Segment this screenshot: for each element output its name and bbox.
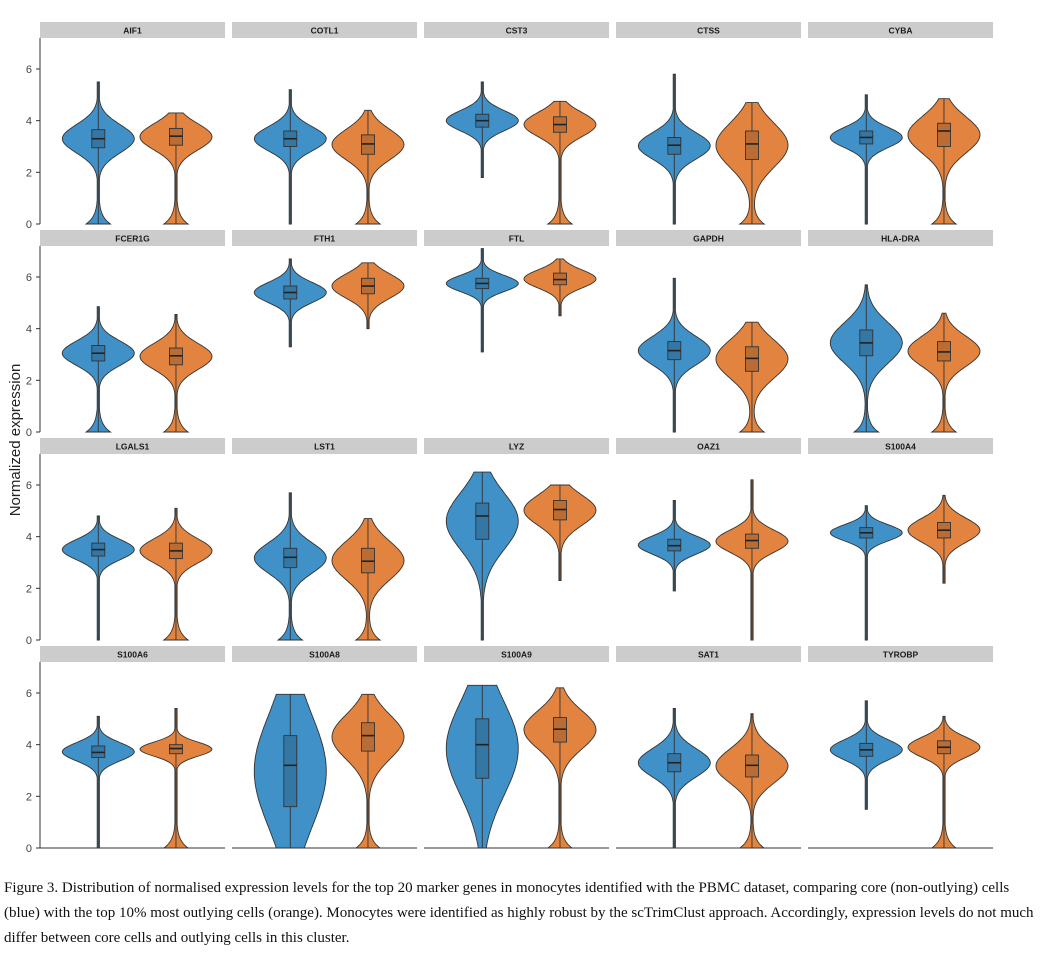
strip-cyba	[808, 22, 993, 38]
strip-label-s100a9: S100A9	[501, 650, 532, 660]
strip-label-cotl1: COTL1	[311, 26, 339, 36]
y-tick-label: 4	[26, 532, 32, 544]
box-outlying-s100a8	[361, 722, 375, 752]
figure-caption: Figure 3. Distribution of normalised exp…	[4, 880, 1034, 946]
strip-cotl1	[232, 22, 417, 38]
box-core-s100a9	[475, 718, 490, 779]
strip-s100a9	[424, 646, 609, 662]
strip-lyz	[424, 438, 609, 454]
strip-label-ftl: FTL	[509, 234, 525, 244]
strip-sat1	[616, 646, 801, 662]
y-tick-label: 0	[26, 635, 32, 647]
y-tick-label: 2	[26, 791, 32, 803]
strip-hla-dra	[808, 230, 993, 246]
y-tick-label: 0	[26, 427, 32, 439]
y-tick-label: 4	[26, 324, 32, 336]
strip-fcer1g	[40, 230, 225, 246]
strip-aif1	[40, 22, 225, 38]
strip-label-fcer1g: FCER1G	[115, 234, 150, 244]
strip-s100a8	[232, 646, 417, 662]
y-tick-label: 6	[26, 688, 32, 700]
strip-label-s100a4: S100A4	[885, 442, 916, 452]
strip-label-lyz: LYZ	[509, 442, 524, 452]
strip-lst1	[232, 438, 417, 454]
strip-label-tyrobp: TYROBP	[883, 650, 919, 660]
y-tick-label: 2	[26, 583, 32, 595]
box-outlying-ctss	[745, 130, 759, 160]
strip-s100a6	[40, 646, 225, 662]
strip-cst3	[424, 22, 609, 38]
strip-fth1	[232, 230, 417, 246]
strip-label-hla-dra: HLA-DRA	[881, 234, 920, 244]
strip-label-cyba: CYBA	[888, 26, 912, 36]
strip-label-cst3: CST3	[506, 26, 528, 36]
strip-tyrobp	[808, 646, 993, 662]
y-tick-label: 6	[26, 64, 32, 76]
strip-ftl	[424, 230, 609, 246]
y-axis-title: Normalized expression	[7, 364, 24, 517]
strip-label-lst1: LST1	[314, 442, 335, 452]
strip-oaz1	[616, 438, 801, 454]
box-core-s100a8	[283, 735, 298, 808]
strip-label-aif1: AIF1	[123, 26, 142, 36]
strip-ctss	[616, 22, 801, 38]
strip-s100a4	[808, 438, 993, 454]
strip-label-s100a6: S100A6	[117, 650, 148, 660]
box-outlying-cyba	[937, 122, 951, 147]
strip-label-fth1: FTH1	[314, 234, 336, 244]
y-tick-label: 6	[26, 480, 32, 492]
strip-gapdh	[616, 230, 801, 246]
y-tick-label: 2	[26, 375, 32, 387]
strip-label-lgals1: LGALS1	[116, 442, 150, 452]
violin-chart: Normalized expression AIF1 0 2 4 6 COTL1 CST3 CT…	[7, 22, 993, 855]
box-core-lyz	[475, 502, 490, 540]
strip-label-s100a8: S100A8	[309, 650, 340, 660]
y-tick-label: 6	[26, 272, 32, 284]
y-tick-label: 4	[26, 116, 32, 128]
strip-label-ctss: CTSS	[697, 26, 720, 36]
y-tick-label: 2	[26, 167, 32, 179]
strip-lgals1	[40, 438, 225, 454]
strip-label-sat1: SAT1	[698, 650, 719, 660]
strip-label-oaz1: OAZ1	[697, 442, 720, 452]
strip-label-gapdh: GAPDH	[693, 234, 724, 244]
y-tick-label: 0	[26, 843, 32, 855]
y-tick-label: 4	[26, 740, 32, 752]
y-tick-label: 0	[26, 219, 32, 231]
